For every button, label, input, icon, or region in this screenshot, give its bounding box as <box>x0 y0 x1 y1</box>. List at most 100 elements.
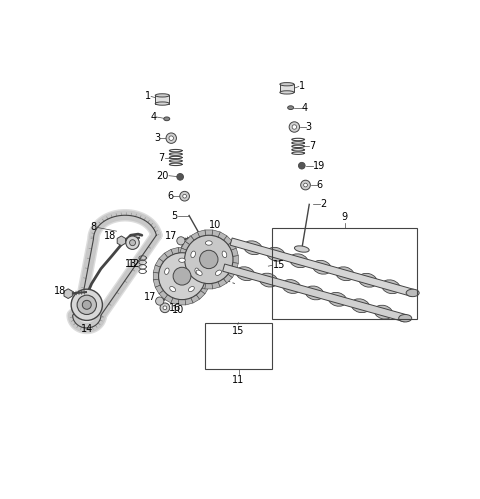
Ellipse shape <box>164 117 170 121</box>
Polygon shape <box>205 283 213 289</box>
Ellipse shape <box>196 270 202 275</box>
Text: 14: 14 <box>81 324 93 334</box>
Ellipse shape <box>374 305 393 319</box>
Circle shape <box>158 252 205 299</box>
Ellipse shape <box>205 241 212 245</box>
Circle shape <box>77 295 96 314</box>
Polygon shape <box>180 255 185 263</box>
Text: 10: 10 <box>209 221 222 231</box>
Polygon shape <box>155 285 163 294</box>
Text: 17: 17 <box>165 232 178 242</box>
Polygon shape <box>196 290 205 299</box>
Polygon shape <box>228 242 236 250</box>
Circle shape <box>180 191 190 201</box>
Circle shape <box>130 240 135 246</box>
Ellipse shape <box>406 289 419 296</box>
Ellipse shape <box>216 270 221 275</box>
Polygon shape <box>201 258 209 267</box>
Polygon shape <box>164 250 173 257</box>
Circle shape <box>299 162 305 169</box>
Circle shape <box>177 174 183 180</box>
Polygon shape <box>178 299 186 305</box>
Ellipse shape <box>399 314 412 322</box>
Circle shape <box>200 250 218 268</box>
Polygon shape <box>153 265 160 273</box>
Polygon shape <box>218 278 227 287</box>
Ellipse shape <box>222 251 227 257</box>
Ellipse shape <box>155 94 169 97</box>
Ellipse shape <box>336 267 354 280</box>
Polygon shape <box>197 230 205 237</box>
Polygon shape <box>218 232 227 240</box>
Polygon shape <box>212 230 220 237</box>
Polygon shape <box>205 272 211 280</box>
Polygon shape <box>191 295 200 303</box>
Ellipse shape <box>165 268 169 274</box>
Bar <box>205 323 272 369</box>
Text: 9: 9 <box>341 212 348 222</box>
Polygon shape <box>164 295 173 303</box>
Polygon shape <box>231 248 238 256</box>
Ellipse shape <box>189 286 194 291</box>
Text: 11: 11 <box>232 375 245 385</box>
Ellipse shape <box>179 258 185 262</box>
Polygon shape <box>185 248 193 254</box>
Polygon shape <box>155 258 163 267</box>
Ellipse shape <box>280 83 294 86</box>
Circle shape <box>156 297 164 305</box>
Circle shape <box>71 289 102 320</box>
Ellipse shape <box>351 299 370 313</box>
Ellipse shape <box>191 251 195 257</box>
Text: 16: 16 <box>169 303 181 313</box>
Text: 6: 6 <box>317 180 323 190</box>
Polygon shape <box>224 274 232 283</box>
Polygon shape <box>64 289 72 298</box>
Ellipse shape <box>267 248 285 261</box>
Polygon shape <box>205 230 213 236</box>
Text: 2: 2 <box>321 200 327 210</box>
Circle shape <box>126 236 139 250</box>
Text: 15: 15 <box>232 326 244 336</box>
Text: 5: 5 <box>172 211 178 221</box>
Text: 16: 16 <box>191 243 203 252</box>
Ellipse shape <box>382 280 400 294</box>
Circle shape <box>160 303 170 313</box>
Text: 17: 17 <box>144 292 156 302</box>
Polygon shape <box>185 298 193 305</box>
Polygon shape <box>223 264 406 322</box>
Text: 7: 7 <box>158 153 165 163</box>
Circle shape <box>289 122 300 132</box>
Ellipse shape <box>195 268 199 274</box>
Text: 10: 10 <box>172 305 184 315</box>
Polygon shape <box>117 236 126 246</box>
Text: 15: 15 <box>273 260 285 270</box>
Circle shape <box>300 180 311 190</box>
Polygon shape <box>191 278 200 287</box>
Polygon shape <box>224 236 232 245</box>
Polygon shape <box>191 250 200 257</box>
Circle shape <box>173 267 191 285</box>
Text: 18: 18 <box>104 232 116 242</box>
Bar <box>272 228 417 319</box>
Polygon shape <box>159 253 168 262</box>
Polygon shape <box>181 268 190 277</box>
Ellipse shape <box>328 292 347 306</box>
Polygon shape <box>181 242 190 250</box>
Text: 8: 8 <box>90 223 96 233</box>
Ellipse shape <box>290 254 308 267</box>
Text: 4: 4 <box>302 103 308 113</box>
Polygon shape <box>153 272 159 280</box>
Ellipse shape <box>305 286 324 300</box>
Polygon shape <box>180 262 186 271</box>
Text: 4: 4 <box>150 112 156 122</box>
Circle shape <box>177 237 185 245</box>
Text: 18: 18 <box>54 286 67 296</box>
Text: 3: 3 <box>305 122 312 132</box>
Polygon shape <box>153 279 160 287</box>
Ellipse shape <box>294 246 309 252</box>
Circle shape <box>185 235 233 283</box>
Polygon shape <box>230 238 414 296</box>
Circle shape <box>183 194 186 198</box>
Text: 12: 12 <box>128 259 140 269</box>
Polygon shape <box>171 248 179 254</box>
